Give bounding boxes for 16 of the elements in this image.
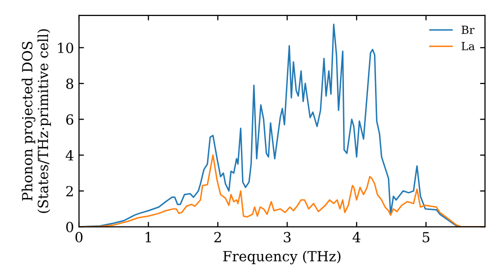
y-tick-label: 4 xyxy=(66,150,74,160)
x-tick-label: 5 xyxy=(422,232,430,242)
x-axis-title: Frequency (THz) xyxy=(223,250,340,264)
y-tick-label: 10 xyxy=(58,42,74,54)
y-tick-label: 8 xyxy=(66,78,74,89)
y-tick-label: 2 xyxy=(66,186,73,196)
x-tick-label: 2 xyxy=(214,232,221,242)
x-tick-label: 3 xyxy=(284,232,291,242)
y-axis-title: Phonon projected DOS (States/THz·primitive cell) xyxy=(22,29,51,213)
x-tick-label: 0 xyxy=(75,232,82,242)
legend-label: La xyxy=(462,42,475,50)
legend-label: Br xyxy=(462,26,474,34)
y-tick-label: 0 xyxy=(66,222,74,232)
x-tick-label: 1 xyxy=(146,232,151,242)
y-tick-label: 6 xyxy=(66,114,74,125)
x-tick-label: 4 xyxy=(352,232,360,242)
